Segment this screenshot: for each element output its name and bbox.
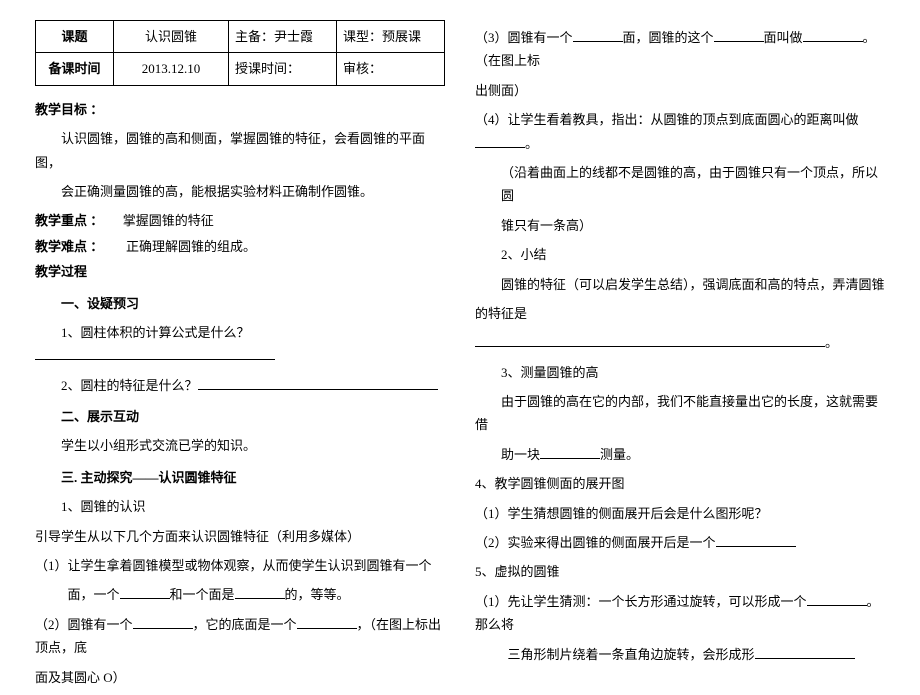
preptime-label: 备课时间 bbox=[36, 53, 114, 85]
sec1-title: 一、设疑预习 bbox=[35, 292, 445, 315]
blank bbox=[716, 533, 796, 547]
blank bbox=[35, 346, 275, 360]
blank bbox=[120, 585, 170, 599]
s2-line1: 圆锥的特征（可以启发学生总结），强调底面和高的特点，弄清圆锥 bbox=[475, 273, 885, 296]
sec1-q2: 2、圆柱的特征是什么？ bbox=[61, 378, 198, 393]
blank bbox=[714, 28, 764, 42]
blank bbox=[198, 376, 438, 390]
difficulty-label: 教学难点 ： bbox=[35, 239, 103, 254]
p4-prefix: （4）让学生看着教具，指出：从圆锥的顶点到底面圆心的距离叫做 bbox=[475, 112, 859, 127]
p2-prefix: （2）圆锥有一个 bbox=[35, 617, 133, 632]
goals-title: 教学目标 ： bbox=[35, 98, 445, 121]
p3-mid2: 面叫做 bbox=[764, 30, 803, 45]
sec3-s1: 1、圆锥的认识 bbox=[35, 495, 445, 518]
topic-label: 课题 bbox=[36, 21, 114, 53]
s4: 4、教学圆锥侧面的展开图 bbox=[475, 472, 885, 495]
blank bbox=[807, 592, 867, 606]
preparer-label: 主备： bbox=[235, 29, 274, 44]
s3-line2a: 助一块 bbox=[501, 447, 540, 462]
teachtime-label: 授课时间： bbox=[229, 53, 337, 85]
s2-suffix: 。 bbox=[825, 335, 838, 350]
sec3-s1-line: 引导学生从以下几个方面来认识圆锥特征（利用多媒体） bbox=[35, 525, 445, 548]
sec2-title: 二、展示互动 bbox=[35, 405, 445, 428]
blank bbox=[133, 615, 193, 629]
s2: 2、小结 bbox=[475, 243, 885, 266]
process-label: 教学过程 bbox=[35, 260, 445, 283]
blank bbox=[755, 645, 855, 659]
p4b: （沿着曲面上的线都不是圆锥的高，由于圆锥只有一个顶点，所以圆 bbox=[475, 161, 885, 208]
classtype-value: 预展课 bbox=[382, 29, 421, 44]
s4-q1: （1）学生猜想圆锥的侧面展开后会是什么图形呢？ bbox=[475, 502, 885, 525]
goals-line2: 会正确测量圆锥的高，能根据实验材料正确制作圆锥。 bbox=[35, 180, 445, 203]
p3-mid: 面，圆锥的这个 bbox=[623, 30, 714, 45]
s5-q1a: （1）先让学生猜测：一个长方形通过旋转，可以形成一个 bbox=[475, 594, 807, 609]
s5-q2a: 三角形制片绕着一条直角边旋转，会形成形 bbox=[508, 647, 755, 662]
blank bbox=[573, 28, 623, 42]
p3-prefix: （3）圆锥有一个 bbox=[475, 30, 573, 45]
topic-value: 认识圆锥 bbox=[114, 21, 229, 53]
review-label: 审核： bbox=[337, 53, 445, 85]
p1b-mid: 和一个面是 bbox=[170, 587, 235, 602]
s3: 3、测量圆锥的高 bbox=[475, 361, 885, 384]
sec3-p1a: （1）让学生拿着圆锥模型或物体观察，从而使学生认识到圆锥有一个 bbox=[35, 554, 445, 577]
keypoint-label: 教学重点 ： bbox=[35, 213, 103, 228]
s3-line1: 由于圆锥的高在它的内部，我们不能直接量出它的长度，这就需要借 bbox=[475, 390, 885, 437]
s3-line2b: 测量。 bbox=[600, 447, 639, 462]
p1b-prefix: 面，一个 bbox=[68, 587, 120, 602]
sec3-title: 三. 主动探究——认识圆锥特征 bbox=[35, 466, 445, 489]
keypoint-value: 掌握圆锥的特征 bbox=[123, 213, 214, 228]
difficulty-value: 正确理解圆锥的组成。 bbox=[126, 239, 256, 254]
p2b: 面及其圆心 O） bbox=[35, 666, 445, 689]
classtype-label: 课型： bbox=[343, 29, 382, 44]
p1b-suffix: 的，等等。 bbox=[285, 587, 350, 602]
blank bbox=[297, 615, 357, 629]
blank bbox=[475, 134, 525, 148]
blank bbox=[540, 445, 600, 459]
blank bbox=[475, 333, 825, 347]
p2-mid: ，它的底面是一个 bbox=[193, 617, 297, 632]
s2-line2: 的特征是 bbox=[475, 302, 885, 325]
lesson-header-table: 课题 认识圆锥 主备：尹士霞 课型：预展课 备课时间 2013.12.10 授课… bbox=[35, 20, 445, 86]
sec1-q1: 1、圆柱体积的计算公式是什么？ bbox=[61, 325, 250, 340]
sec2-line: 学生以小组形式交流已学的知识。 bbox=[35, 434, 445, 457]
s4-q2a: （2）实验来得出圆锥的侧面展开后是一个 bbox=[475, 535, 716, 550]
blank bbox=[235, 585, 285, 599]
preptime-value: 2013.12.10 bbox=[114, 53, 229, 85]
goals-line1: 认识圆锥，圆锥的高和侧面，掌握圆锥的特征，会看圆锥的平面图， bbox=[35, 127, 445, 174]
blank bbox=[803, 28, 863, 42]
preparer-value: 尹士霞 bbox=[274, 29, 313, 44]
p3b: 出侧面） bbox=[475, 79, 885, 102]
s5: 5、虚拟的圆锥 bbox=[475, 560, 885, 583]
p4-suffix: 。 bbox=[525, 136, 538, 151]
p4c: 锥只有一条高） bbox=[475, 214, 885, 237]
